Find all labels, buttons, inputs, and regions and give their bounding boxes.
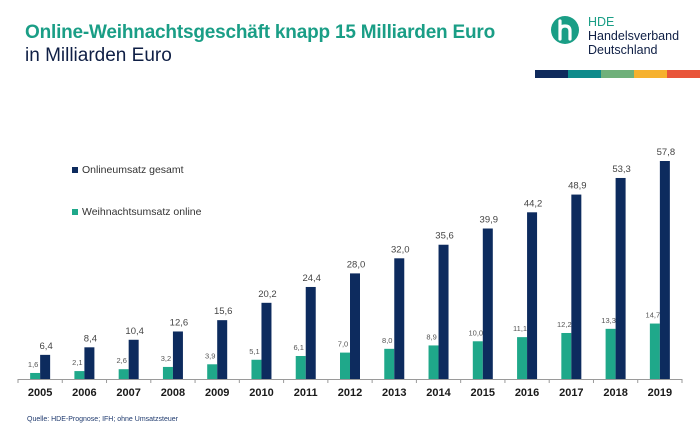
bar-total-2005: [40, 354, 51, 379]
bar-total-2018: [615, 177, 626, 379]
data-label-total-2019: 57,8: [657, 147, 676, 158]
bar-total-2012: [350, 273, 360, 379]
brand-stripe-4: [634, 70, 667, 78]
data-label-christmas-2006: 2,1: [72, 358, 82, 367]
bar-christmas-2005: [30, 372, 41, 379]
x-tick-label-2017: 2017: [559, 387, 583, 399]
legend-swatch-christmas: [72, 209, 78, 216]
bar-total-2019: [659, 161, 670, 379]
bar-christmas-2006: [74, 371, 85, 379]
x-tick-label-2016: 2016: [515, 387, 539, 399]
legend-label-total: Onlineumsatz gesamt: [82, 164, 184, 176]
data-label-total-2018: 53,3: [612, 164, 631, 175]
bar-christmas-2012: [340, 352, 350, 379]
bar-christmas-2017: [561, 332, 572, 379]
bar-christmas-2011: [295, 355, 306, 379]
x-tick-label-2008: 2008: [161, 387, 185, 399]
legend-item-total: Onlineumsatz gesamt: [72, 164, 184, 176]
data-label-christmas-2009: 3,9: [205, 351, 215, 360]
bar-christmas-2018: [605, 328, 616, 379]
brand-stripe-1: [535, 70, 568, 78]
bar-christmas-2007: [118, 369, 129, 379]
bar-total-2015: [482, 228, 493, 379]
chart-subtitle: in Milliarden Euro: [25, 45, 172, 66]
bar-christmas-2015: [472, 341, 483, 379]
data-label-total-2008: 12,6: [170, 317, 189, 328]
data-label-christmas-2017: 12,2: [557, 320, 572, 329]
data-label-christmas-2015: 10,0: [468, 328, 483, 337]
x-tick-label-2011: 2011: [294, 387, 318, 399]
x-tick-label-2006: 2006: [72, 387, 96, 399]
legend-item-christmas: Weihnachtsumsatz online: [72, 206, 201, 218]
logo-line3: Deutschland: [588, 43, 658, 57]
data-label-total-2014: 35,6: [435, 231, 454, 242]
legend-swatch-total: [72, 167, 78, 174]
logo-text: HDE Handelsverband Deutschland: [588, 15, 679, 57]
bar-total-2013: [394, 258, 405, 379]
data-label-total-2010: 20,2: [258, 289, 277, 300]
x-tick-label-2013: 2013: [382, 387, 406, 399]
x-tick-label-2014: 2014: [426, 387, 451, 399]
data-label-total-2009: 15,6: [214, 306, 233, 317]
x-tick-label-2005: 2005: [28, 387, 52, 399]
data-label-christmas-2007: 2,6: [116, 356, 126, 365]
data-label-christmas-2008: 3,2: [161, 354, 171, 363]
bar-christmas-2016: [517, 337, 528, 379]
logo-hde: HDE: [588, 15, 615, 29]
x-tick-label-2007: 2007: [116, 387, 140, 399]
data-label-total-2011: 24,4: [302, 273, 321, 284]
x-tick-label-2009: 2009: [205, 387, 229, 399]
bar-total-2011: [305, 286, 316, 379]
data-label-christmas-2018: 13,3: [601, 316, 616, 325]
hde-logo-icon: [551, 16, 579, 44]
x-tick-label-2018: 2018: [603, 387, 627, 399]
data-label-total-2005: 6,4: [40, 341, 53, 352]
brand-stripe-2: [568, 70, 601, 78]
bar-christmas-2008: [162, 366, 173, 379]
bar-total-2009: [217, 320, 228, 379]
source-note: Quelle: HDE-Prognose; IFH; ohne Umsatzst…: [27, 416, 178, 423]
bar-total-2006: [84, 347, 95, 379]
x-tick-label-2015: 2015: [471, 387, 495, 399]
brand-stripe-5: [667, 70, 700, 78]
data-label-christmas-2012: 7,0: [338, 340, 348, 349]
bar-total-2017: [571, 194, 582, 379]
bar-christmas-2013: [384, 348, 395, 379]
bar-total-2014: [438, 244, 449, 379]
data-label-total-2016: 44,2: [524, 198, 543, 209]
bar-total-2010: [261, 302, 272, 379]
data-label-total-2013: 32,0: [391, 244, 410, 255]
data-label-christmas-2010: 5,1: [249, 347, 259, 356]
bar-christmas-2019: [649, 323, 660, 379]
data-label-christmas-2014: 8,9: [426, 332, 436, 341]
data-label-christmas-2011: 6,1: [294, 343, 304, 352]
data-label-total-2006: 8,4: [84, 333, 97, 344]
chart-title: Online-Weihnachtsgeschäft knapp 15 Milli…: [25, 22, 496, 43]
bar-christmas-2010: [251, 359, 262, 379]
data-label-christmas-2016: 11,1: [513, 324, 527, 333]
x-tick-label-2019: 2019: [648, 387, 672, 399]
x-tick-label-2012: 2012: [338, 387, 362, 399]
data-label-total-2012: 28,0: [347, 259, 366, 270]
data-label-christmas-2005: 1,6: [28, 360, 38, 369]
bar-total-2007: [128, 339, 139, 379]
data-label-christmas-2019: 14,7: [646, 311, 661, 320]
bar-christmas-2009: [207, 364, 218, 379]
logo-line2: Handelsverband: [588, 29, 680, 43]
data-label-total-2017: 48,9: [568, 181, 587, 192]
bar-total-2008: [172, 331, 183, 379]
data-label-total-2015: 39,9: [480, 215, 499, 226]
data-label-christmas-2013: 8,0: [382, 336, 392, 345]
data-label-total-2007: 10,4: [125, 326, 144, 337]
bar-christmas-2014: [428, 345, 439, 379]
x-tick-label-2010: 2010: [249, 387, 273, 399]
brand-stripe-3: [601, 70, 634, 78]
bar-total-2016: [527, 212, 538, 379]
legend-label-christmas: Weihnachtsumsatz online: [82, 206, 202, 218]
hde-logo: HDE Handelsverband Deutschland: [548, 13, 698, 63]
